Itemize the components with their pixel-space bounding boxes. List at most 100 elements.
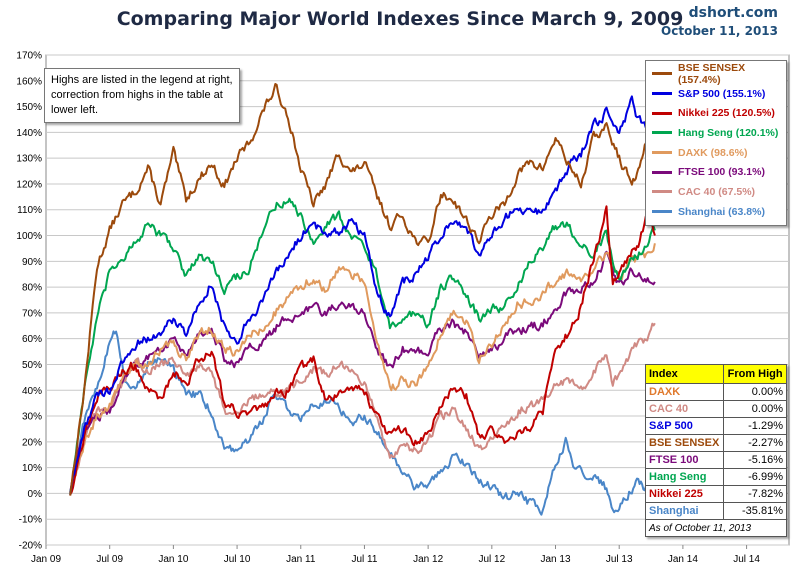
y-tick-label: 110% xyxy=(17,205,42,216)
table-cell-from-high: 0.00% xyxy=(723,400,787,418)
table-cell-index: BSE SENSEX xyxy=(644,434,725,452)
x-tick-label: Jan 12 xyxy=(413,554,443,565)
series-line xyxy=(69,322,656,493)
x-tick-label: Jul 12 xyxy=(478,554,505,565)
x-tick-label: Jul 13 xyxy=(606,554,633,565)
chart-title: Comparing Major World Indexes Since Marc… xyxy=(116,8,684,30)
y-tick-label: 160% xyxy=(16,76,42,87)
table-row: Shanghai -35.81% xyxy=(644,502,787,520)
y-tick-label: 90% xyxy=(22,257,42,268)
table-cell-index: FTSE 100 xyxy=(644,451,725,469)
y-tick-label: 10% xyxy=(22,463,42,474)
legend-label: BSE SENSEX (157.4%) xyxy=(678,61,746,86)
x-tick-label: Jan 13 xyxy=(540,554,570,565)
y-tick-label: 0% xyxy=(28,489,43,500)
y-tick-label: -20% xyxy=(19,541,42,552)
legend-item: DAXK (98.6%) xyxy=(646,143,786,163)
legend-item: CAC 40 (67.5%) xyxy=(646,182,786,202)
y-tick-label: 80% xyxy=(22,283,42,294)
y-tick-label: 120% xyxy=(16,179,42,190)
x-tick-label: Jan 14 xyxy=(668,554,698,565)
series-line xyxy=(69,250,656,493)
table-cell-from-high: -5.16% xyxy=(723,451,787,469)
legend-label: Hang Seng (120.1%) xyxy=(678,126,779,139)
x-tick-label: Jul 11 xyxy=(351,554,377,565)
series-line xyxy=(69,197,656,494)
table-row: S&P 500 -1.29% xyxy=(644,417,787,435)
legend-swatch xyxy=(652,170,672,174)
y-tick-label: 30% xyxy=(22,412,42,423)
table-cell-from-high: 0.00% xyxy=(723,383,787,401)
table-row: DAXK 0.00% xyxy=(644,383,787,401)
x-tick-label: Jan 10 xyxy=(158,554,188,565)
y-tick-label: 20% xyxy=(22,437,42,448)
legend-swatch xyxy=(652,131,672,135)
table-cell-index: Shanghai xyxy=(644,502,725,520)
legend-swatch xyxy=(652,72,672,76)
from-high-table: Index From High DAXK 0.00% CAC 40 0.00% S&P … xyxy=(644,364,787,537)
y-tick-label: 150% xyxy=(16,102,42,113)
table-row: BSE SENSEX -2.27% xyxy=(644,434,787,452)
table-cell-index: CAC 40 xyxy=(644,400,725,418)
table-cell-index: Hang Seng xyxy=(644,468,725,486)
table-header-row: Index From High xyxy=(644,364,787,384)
legend-label: DAXK (98.6%) xyxy=(678,146,748,159)
x-tick-label: Jan 11 xyxy=(286,554,316,565)
y-tick-label: 60% xyxy=(22,334,42,345)
as-of-note: As of October 11, 2013 xyxy=(645,519,787,537)
table-cell-index: Nikkei 225 xyxy=(644,485,725,503)
legend-item: Nikkei 225 (120.5%) xyxy=(646,103,786,123)
x-tick-label: Jul 14 xyxy=(733,554,760,565)
legend-label: Nikkei 225 (120.5%) xyxy=(678,107,775,120)
y-tick-label: 140% xyxy=(16,128,42,139)
legend-label: CAC 40 (67.5%) xyxy=(678,185,756,198)
y-tick-label: -10% xyxy=(19,515,42,526)
table-header-from-high: From High xyxy=(723,364,787,384)
legend-item: Hang Seng (120.1%) xyxy=(646,123,786,143)
legend-swatch xyxy=(652,92,672,96)
x-tick-label: Jul 09 xyxy=(96,554,123,565)
table-cell-from-high: -35.81% xyxy=(723,502,787,520)
legend-item: BSE SENSEX (157.4%) xyxy=(646,61,786,86)
date-label: October 11, 2013 xyxy=(661,24,778,38)
table-header-index: Index xyxy=(644,364,725,384)
legend-swatch xyxy=(652,210,672,214)
table-cell-index: S&P 500 xyxy=(644,417,725,435)
table-footer-row: As of October 11, 2013 xyxy=(645,519,787,537)
series-line xyxy=(69,95,656,496)
y-tick-label: 40% xyxy=(22,386,42,397)
table-cell-from-high: -1.29% xyxy=(723,417,787,435)
table-row: Nikkei 225 -7.82% xyxy=(644,485,787,503)
series-line xyxy=(69,243,656,494)
y-tick-label: 70% xyxy=(22,308,42,319)
table-cell-index: DAXK xyxy=(644,383,725,401)
source-label: dshort.com xyxy=(688,5,778,21)
table-cell-from-high: -2.27% xyxy=(723,434,787,452)
legend-item: Shanghai (63.8%) xyxy=(646,202,786,222)
y-tick-label: 50% xyxy=(22,360,42,371)
legend-label: S&P 500 (155.1%) xyxy=(678,87,766,100)
legend-swatch xyxy=(652,151,672,155)
legend-swatch xyxy=(652,111,672,115)
table-row: FTSE 100 -5.16% xyxy=(644,451,787,469)
y-tick-label: 130% xyxy=(16,154,42,165)
legend-item: S&P 500 (155.1%) xyxy=(646,84,786,104)
legend-item: FTSE 100 (93.1%) xyxy=(646,162,786,182)
x-tick-label: Jan 09 xyxy=(31,554,61,565)
legend-label: FTSE 100 (93.1%) xyxy=(678,166,765,179)
series-line xyxy=(69,83,656,496)
y-tick-label: 100% xyxy=(16,231,42,242)
series-line xyxy=(69,330,656,516)
legend-swatch xyxy=(652,190,672,194)
y-tick-label: 170% xyxy=(16,51,42,62)
table-row: Hang Seng -6.99% xyxy=(644,468,787,486)
x-tick-label: Jul 10 xyxy=(224,554,251,565)
table-row: CAC 40 0.00% xyxy=(644,400,787,418)
legend-label: Shanghai (63.8%) xyxy=(678,205,765,218)
series-line xyxy=(69,205,656,495)
table-cell-from-high: -6.99% xyxy=(723,468,787,486)
legend: BSE SENSEX (157.4%) S&P 500 (155.1%) Nikke… xyxy=(645,60,787,226)
annotation-box: Highs are listed in the legend at right,… xyxy=(44,68,240,123)
table-cell-from-high: -7.82% xyxy=(723,485,787,503)
